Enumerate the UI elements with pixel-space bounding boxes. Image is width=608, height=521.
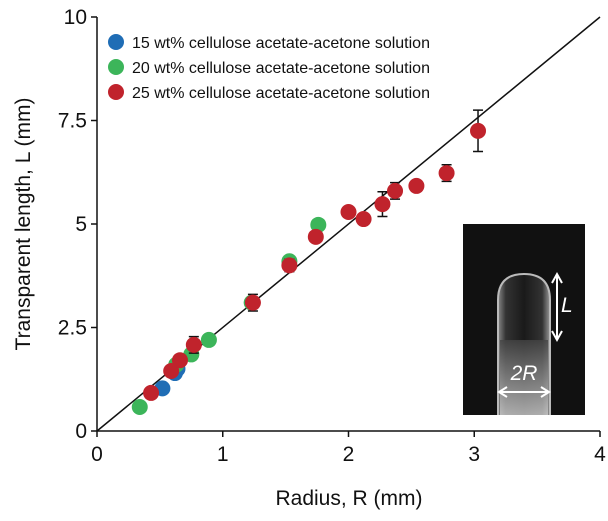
inset-photo: L 2R [463, 224, 585, 415]
point [470, 122, 487, 139]
point [171, 352, 188, 369]
x-tick-label: 3 [468, 443, 480, 466]
x-tick-label: 2 [343, 443, 355, 466]
y-tick-label: 2.5 [58, 317, 87, 340]
x-tick-label: 0 [91, 443, 103, 466]
legend-marker [108, 59, 124, 75]
y-tick-label: 0 [75, 420, 87, 443]
x-tick-label: 4 [594, 443, 606, 466]
inset-label: L [561, 294, 573, 317]
legend-marker [108, 84, 124, 100]
point [131, 398, 148, 415]
point [408, 177, 425, 194]
point [163, 362, 180, 379]
point [281, 257, 298, 274]
point [387, 182, 404, 199]
y-tick-label: 10 [64, 6, 87, 29]
point [143, 384, 160, 401]
legend-label: 25 wt% cellulose acetate-acetone solutio… [132, 85, 430, 102]
y-tick-label: 7.5 [58, 110, 87, 133]
x-axis-label: Radius, R (mm) [275, 487, 422, 510]
point [307, 228, 324, 245]
point [355, 211, 372, 228]
point [200, 331, 217, 348]
point [340, 203, 357, 220]
y-tick-label: 5 [75, 213, 87, 236]
legend-label: 20 wt% cellulose acetate-acetone solutio… [132, 60, 430, 77]
tube-fill [500, 340, 548, 415]
point [244, 294, 261, 311]
y-axis-label: Transparent length, L (mm) [12, 98, 35, 351]
point [185, 336, 202, 353]
point [374, 196, 391, 213]
point [438, 165, 455, 182]
legend-marker [108, 34, 124, 50]
legend-label: 15 wt% cellulose acetate-acetone solutio… [132, 35, 430, 52]
arrow-heads [497, 386, 551, 398]
point [310, 216, 327, 233]
arrow-heads [551, 271, 563, 343]
x-tick-label: 1 [217, 443, 229, 466]
inset-label: 2R [510, 362, 538, 385]
